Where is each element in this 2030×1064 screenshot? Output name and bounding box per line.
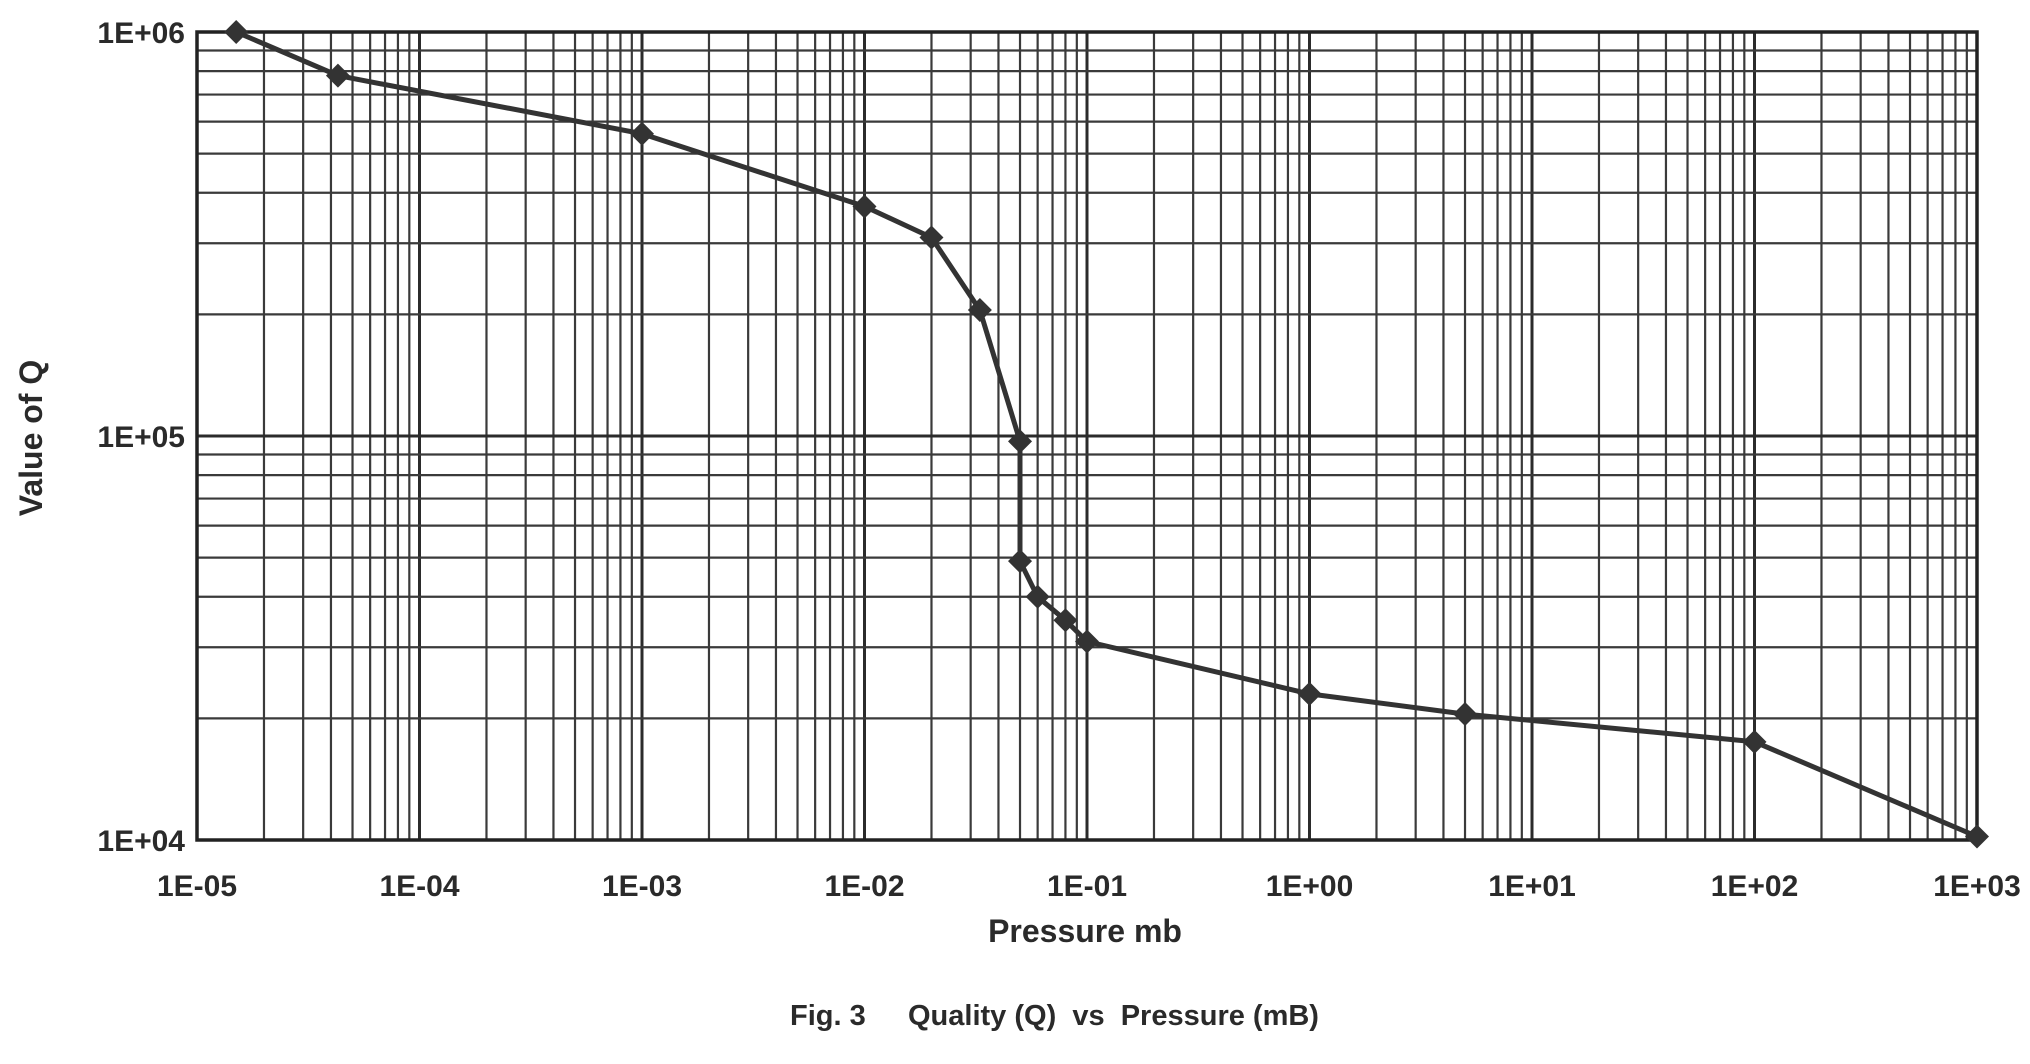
data-point-marker — [1008, 549, 1033, 574]
data-point-marker — [1297, 681, 1322, 706]
x-tick-label: 1E-01 — [1047, 870, 1127, 903]
x-tick-label: 1E+01 — [1488, 870, 1576, 903]
data-point-marker — [967, 298, 992, 323]
x-axis-ticks: 1E-05 1E-04 1E-03 1E-02 1E-01 1E+00 1E+01 1E+02… — [157, 870, 2021, 903]
data-point-marker — [630, 121, 654, 146]
data-point-marker — [1742, 729, 1767, 754]
grid — [195, 32, 1977, 842]
figure-caption: Quality (Q) vs Pressure (mB) — [908, 1000, 1319, 1032]
x-tick-label: 1E+00 — [1266, 870, 1354, 903]
plot-frame — [195, 30, 1979, 842]
x-tick-label: 1E+02 — [1711, 870, 1799, 903]
data-point-marker — [919, 225, 944, 250]
y-axis-ticks: 1E+04 1E+05 1E+06 — [97, 17, 185, 858]
data-point-marker — [1965, 824, 1989, 849]
figure-caption-label: Fig. 3 — [790, 1000, 866, 1032]
x-tick-label: 1E-04 — [379, 870, 459, 903]
plot-area — [195, 30, 1979, 842]
x-axis-title: Pressure mb — [988, 913, 1182, 949]
data-point-marker — [1008, 429, 1033, 454]
data-point-marker — [852, 194, 877, 219]
data-point-marker — [1053, 608, 1078, 633]
y-axis-title: Value of Q — [13, 360, 49, 516]
data-point-marker — [1075, 629, 1099, 654]
data-point-marker — [1025, 584, 1050, 609]
y-tick-label: 1E+05 — [97, 421, 185, 454]
x-tick-label: 1E-03 — [602, 870, 682, 903]
data-point-marker — [224, 20, 249, 44]
x-tick-label: 1E+03 — [1933, 870, 2021, 903]
series-q — [224, 20, 1989, 849]
y-tick-label: 1E+04 — [97, 825, 185, 858]
data-point-marker — [325, 63, 350, 88]
x-tick-label: 1E-02 — [824, 870, 904, 903]
y-tick-label: 1E+06 — [97, 17, 185, 50]
data-point-marker — [1453, 702, 1478, 727]
x-tick-label: 1E-05 — [157, 870, 237, 903]
